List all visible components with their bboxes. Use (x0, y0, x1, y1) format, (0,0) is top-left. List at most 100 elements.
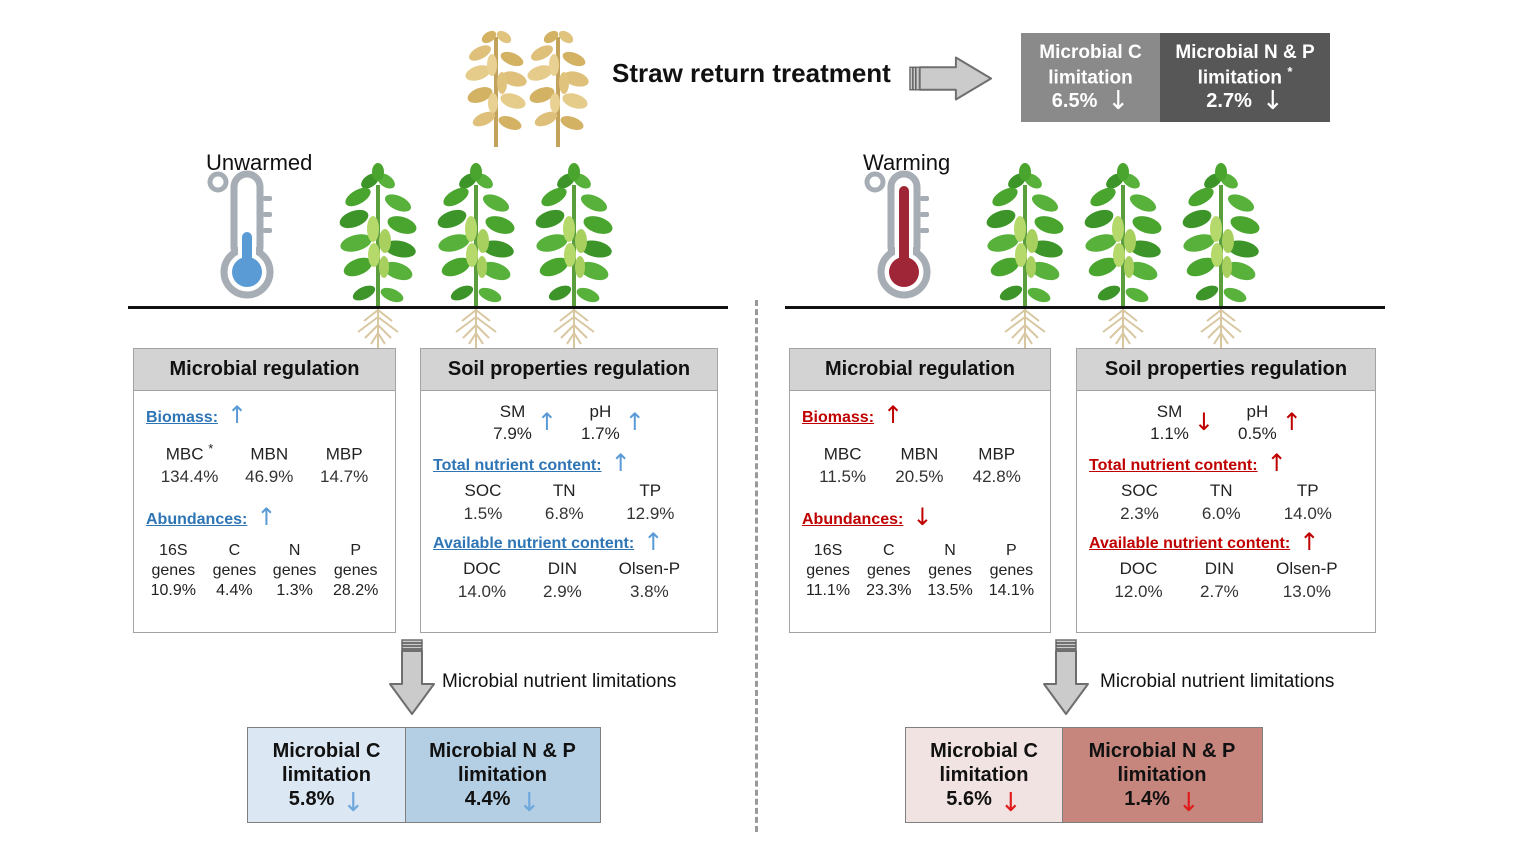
metric-n-genes: N genes 1.3% (272, 541, 317, 599)
down-arrow-icon: ↓ (1107, 85, 1130, 116)
result-box-microbial-np: Microbial N & P limitation * 2.7% ↓ (1160, 33, 1330, 122)
warming-panel: Warming Microbial regulation Biomass: ↑ (757, 0, 1521, 856)
result-box-title-line2: limitation (1197, 67, 1283, 89)
metric-ph: pH 0.5% ↑ (1238, 402, 1302, 444)
soil-properties-box: Soil properties regulation SM 1.1% ↓ pH 0.… (1076, 348, 1376, 633)
metric-value: 42.8% (972, 467, 1021, 487)
limitation-box-microbial-np: Microbial N & P limitation 1.4% ↓ (1061, 727, 1263, 823)
biomass-label: Biomass: (802, 408, 875, 426)
down-arrow-icon: ↓ (1177, 788, 1200, 819)
abundances-label: Abundances: (146, 510, 248, 528)
trend-arrow-icon: ↑ (624, 408, 645, 437)
microbial-regulation-box: Microbial regulation Biomass: ↑ MBC * 13… (133, 348, 396, 633)
trend-arrow-icon: ↑ (643, 527, 664, 556)
result-box-microbial-c: Microbial C limitation 6.5% ↓ (1021, 33, 1160, 122)
section-abundances: Abundances: ↑ (146, 503, 395, 532)
metric-value: 1.3% (276, 581, 313, 599)
metric-value: 20.5% (895, 467, 944, 487)
down-arrow-icon: ↓ (999, 788, 1022, 819)
section-biomass: Biomass: ↑ (802, 401, 1050, 429)
metric-ph: pH 1.7% ↑ (581, 402, 645, 444)
section-available-nutrient: Available nutrient content: ↑ (1089, 527, 1320, 556)
box-header: Soil properties regulation (1077, 349, 1375, 391)
box-header: Microbial regulation (790, 349, 1050, 391)
soybean-plant-icon (426, 157, 526, 353)
metric-value: 14.7% (320, 467, 369, 487)
metric-din: DIN 2.7% (1200, 559, 1239, 602)
abundances-label: Abundances: (802, 510, 904, 528)
thermometer-hot-icon (864, 170, 931, 299)
metric-16s-genes: 16S genes 10.9% (150, 541, 196, 599)
metric-sm: SM 1.1% ↓ (1150, 402, 1214, 444)
soil-properties-box: Soil properties regulation SM 7.9% ↑ pH 1.… (420, 348, 718, 633)
arrow-caption: Microbial nutrient limitations (1100, 671, 1335, 692)
limitation-box-microbial-np: Microbial N & P limitation 4.4% ↓ (404, 727, 601, 823)
condition-label: Unwarmed (206, 150, 313, 175)
section-total-nutrient: Total nutrient content: ↑ (433, 449, 631, 478)
result-box-title-line1: Microbial C (1039, 41, 1142, 63)
trend-arrow-icon: ↓ (1193, 408, 1214, 437)
box-header: Soil properties regulation (421, 349, 717, 391)
metric-mbn: MBN 20.5% (895, 444, 944, 487)
metric-value: 14.1% (988, 581, 1035, 599)
microbial-regulation-box: Microbial regulation Biomass: ↑ MBC 11.5… (789, 348, 1051, 633)
asterisk: * (1287, 64, 1293, 80)
trend-arrow-icon: ↑ (1281, 408, 1302, 437)
box-header: Microbial regulation (134, 349, 395, 391)
ground-line (785, 306, 1385, 309)
result-box-value: 2.7% (1206, 89, 1252, 112)
trend-arrow-icon: ↓ (912, 503, 933, 532)
metric-tp: TP 14.0% (1283, 480, 1332, 523)
trend-arrow-icon: ↑ (883, 401, 904, 429)
metric-c-genes: C genes 23.3% (866, 541, 912, 599)
metric-tn: TN 6.0% (1201, 480, 1241, 523)
metric-tp: TP 12.9% (626, 480, 675, 523)
section-abundances: Abundances: ↓ (802, 503, 1050, 532)
ground-line (128, 306, 728, 309)
unwarmed-panel: Unwarmed Microbial regulation Biomass: ↑ (0, 0, 757, 856)
metric-value: 10.9% (150, 581, 196, 599)
metric-c-genes: C genes 4.4% (212, 541, 257, 599)
result-box-value: 6.5% (1051, 89, 1098, 112)
metric-mbp: MBP 42.8% (972, 444, 1021, 487)
soybean-plant-icon (524, 157, 624, 353)
metric-value: 13.5% (927, 581, 973, 599)
flow-down-arrow-icon (384, 636, 440, 720)
soybean-plant-icon (1073, 157, 1173, 353)
biomass-label: Biomass: (146, 408, 219, 426)
soybean-plant-icon (1171, 157, 1271, 353)
metric-olsen-p: Olsen-P 3.8% (618, 559, 681, 602)
trend-arrow-icon: ↑ (256, 503, 277, 532)
metric-din: DIN 2.9% (543, 559, 582, 602)
asterisk: * (208, 440, 214, 456)
metric-olsen-p: Olsen-P 13.0% (1276, 559, 1338, 602)
metric-value: 46.9% (245, 467, 294, 487)
limitation-boxes: Microbial C limitation 5.8% ↓ Microbial N… (247, 727, 601, 823)
flow-down-arrow-icon (1038, 636, 1094, 720)
trend-arrow-icon: ↑ (1299, 527, 1320, 556)
metric-n-genes: N genes 13.5% (927, 541, 973, 599)
metric-mbc: MBC * 134.4% (160, 440, 219, 487)
treatment-title: Straw return treatment (612, 58, 891, 88)
metric-p-genes: P genes 14.1% (988, 541, 1035, 599)
down-arrow-icon: ↓ (342, 788, 365, 819)
limitation-box-microbial-c: Microbial C limitation 5.8% ↓ (247, 727, 406, 823)
section-available-nutrient: Available nutrient content: ↑ (433, 527, 664, 556)
metric-value: 23.3% (866, 581, 912, 599)
trend-arrow-icon: ↑ (1266, 449, 1287, 478)
limitation-box-microbial-c: Microbial C limitation 5.6% ↓ (905, 727, 1063, 823)
soybean-plant-icon (975, 157, 1075, 353)
metric-p-genes: P genes 28.2% (333, 541, 379, 599)
treatment-result-boxes: Microbial C limitation 6.5% ↓ Microbial … (1021, 33, 1330, 122)
metric-doc: DOC 14.0% (457, 559, 507, 602)
metric-tn: TN 6.8% (544, 480, 584, 523)
metric-mbp: MBP 14.7% (320, 444, 369, 487)
trend-arrow-icon: ↑ (610, 449, 631, 478)
metric-value: 4.4% (216, 581, 253, 599)
panel-divider-dashed-line (755, 300, 758, 832)
section-biomass: Biomass: ↑ (146, 403, 395, 427)
section-total-nutrient: Total nutrient content: ↑ (1089, 449, 1287, 478)
metric-soc: SOC 2.3% (1120, 480, 1159, 523)
metric-doc: DOC 12.0% (1114, 559, 1163, 602)
metric-mbn: MBN 46.9% (245, 444, 294, 487)
